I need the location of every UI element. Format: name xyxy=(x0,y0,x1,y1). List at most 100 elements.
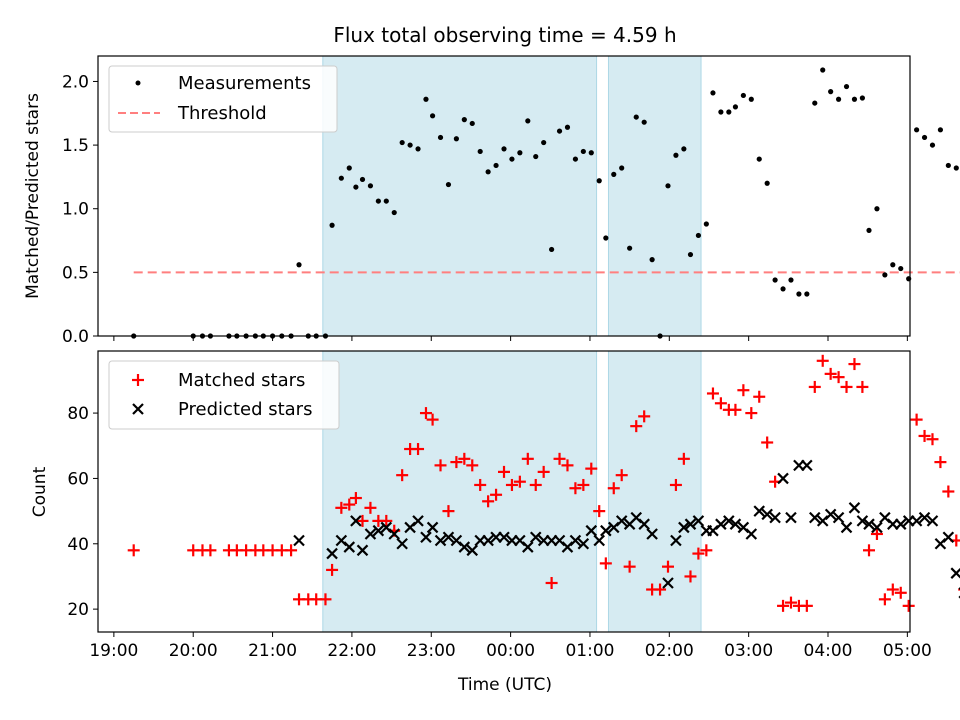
predicted-star-point xyxy=(745,528,758,540)
measurement-point xyxy=(633,114,639,120)
measurement-point xyxy=(611,171,617,177)
top-shaded-regions xyxy=(322,55,702,337)
matched-star-point xyxy=(753,390,766,403)
predicted-star-point xyxy=(364,528,377,540)
matched-star-point xyxy=(761,436,774,449)
matched-star-point xyxy=(419,407,432,420)
predicted-star-point xyxy=(434,534,447,547)
measurement-point xyxy=(732,104,739,110)
measurement-point xyxy=(812,100,818,106)
matched-star-point xyxy=(396,469,409,482)
predicted-star-point xyxy=(577,538,590,550)
predicted-star-point xyxy=(529,531,542,544)
top-y-tick-label: 1.0 xyxy=(62,200,89,220)
measurement-point xyxy=(641,119,647,125)
measurement-point xyxy=(649,257,655,263)
top-shaded-interval-2 xyxy=(607,55,702,337)
measurement-point xyxy=(603,235,609,241)
predicted-star-point xyxy=(809,511,821,524)
predicted-star-point xyxy=(769,511,781,524)
matched-star-point xyxy=(870,527,883,540)
legend-predicted-label: Predicted stars xyxy=(178,399,312,420)
measurement-point xyxy=(726,109,732,115)
top-axes-frame xyxy=(97,55,911,337)
top-y-axis-label: Matched/Predicted stars xyxy=(23,93,43,299)
predicted-star-point xyxy=(442,531,455,544)
bottom-predicted-points xyxy=(293,459,960,599)
measurement-point xyxy=(796,291,802,297)
measurement-point xyxy=(485,169,491,175)
measurement-point xyxy=(835,96,842,102)
top-measurement-points xyxy=(131,67,959,339)
matched-star-point xyxy=(204,544,217,557)
top-y-tick-label: 0.0 xyxy=(62,327,89,347)
measurement-point xyxy=(764,180,770,186)
matched-star-point xyxy=(482,495,495,508)
measurement-point xyxy=(703,221,709,227)
top-legend-box xyxy=(108,65,338,133)
measurement-point xyxy=(423,96,429,102)
matched-star-point xyxy=(577,478,590,491)
predicted-star-point xyxy=(692,515,705,527)
matched-star-point xyxy=(335,501,348,514)
predicted-star-point xyxy=(326,547,338,560)
measurement-point xyxy=(673,152,679,158)
measurement-point xyxy=(407,142,413,148)
top-y-tick-label: 2.0 xyxy=(62,72,89,92)
measurement-point xyxy=(874,206,880,212)
x-axis-label: Time (UTC) xyxy=(457,675,552,695)
predicted-star-point xyxy=(918,511,931,524)
bottom-legend: Matched stars Predicted stars xyxy=(108,360,340,430)
matched-star-point xyxy=(840,380,853,393)
predicted-star-point xyxy=(372,524,385,537)
top-y-tick-label: 0.5 xyxy=(62,263,89,283)
x-tick-label: 23:00 xyxy=(407,641,456,661)
predicted-star-point xyxy=(678,521,690,534)
predicted-star-point xyxy=(729,518,742,530)
measurement-point xyxy=(740,92,746,99)
matched-star-point xyxy=(816,354,829,367)
measurement-point xyxy=(367,183,374,189)
measurement-point xyxy=(619,165,625,171)
bottom-y-tick-label: 80 xyxy=(67,404,89,424)
predicted-star-point xyxy=(824,508,837,521)
predicted-star-point xyxy=(670,534,682,547)
measurement-point xyxy=(953,165,959,171)
matched-star-point xyxy=(474,478,487,491)
predicted-star-point xyxy=(638,518,650,530)
matched-star-point xyxy=(824,367,837,380)
matched-star-point xyxy=(661,560,674,573)
measurement-point xyxy=(898,265,904,272)
matched-star-point xyxy=(669,478,682,491)
bottom-y-axis-label: Count xyxy=(30,466,50,517)
matched-star-point xyxy=(692,547,705,560)
matched-star-point xyxy=(684,570,697,583)
matched-star-point xyxy=(569,482,582,495)
measurement-point xyxy=(780,286,786,292)
matched-star-point xyxy=(745,407,758,420)
predicted-star-point xyxy=(498,531,510,544)
matched-star-point xyxy=(630,420,643,433)
predicted-star-point xyxy=(894,518,907,530)
legend-matched-marker xyxy=(132,374,144,386)
matched-star-point xyxy=(777,599,790,612)
bottom-y-tick-label: 20 xyxy=(67,600,89,620)
measurement-point xyxy=(748,96,754,102)
measurement-point xyxy=(851,96,858,102)
matched-star-point xyxy=(910,413,923,426)
predicted-star-point xyxy=(426,521,439,534)
x-tick-label: 02:00 xyxy=(645,641,694,661)
measurement-point xyxy=(937,127,944,133)
matched-star-point xyxy=(434,459,447,472)
matched-star-point xyxy=(677,452,690,465)
measurement-point xyxy=(429,113,436,119)
measurement-point xyxy=(517,150,523,156)
measurement-point xyxy=(921,134,928,141)
matched-star-point xyxy=(537,465,550,478)
matched-star-point xyxy=(127,544,140,557)
matched-star-point xyxy=(458,452,471,465)
measurement-point xyxy=(346,165,352,171)
predicted-star-point xyxy=(801,459,813,472)
measurement-point xyxy=(549,246,555,253)
bottom-y-tick-label: 60 xyxy=(67,469,89,489)
